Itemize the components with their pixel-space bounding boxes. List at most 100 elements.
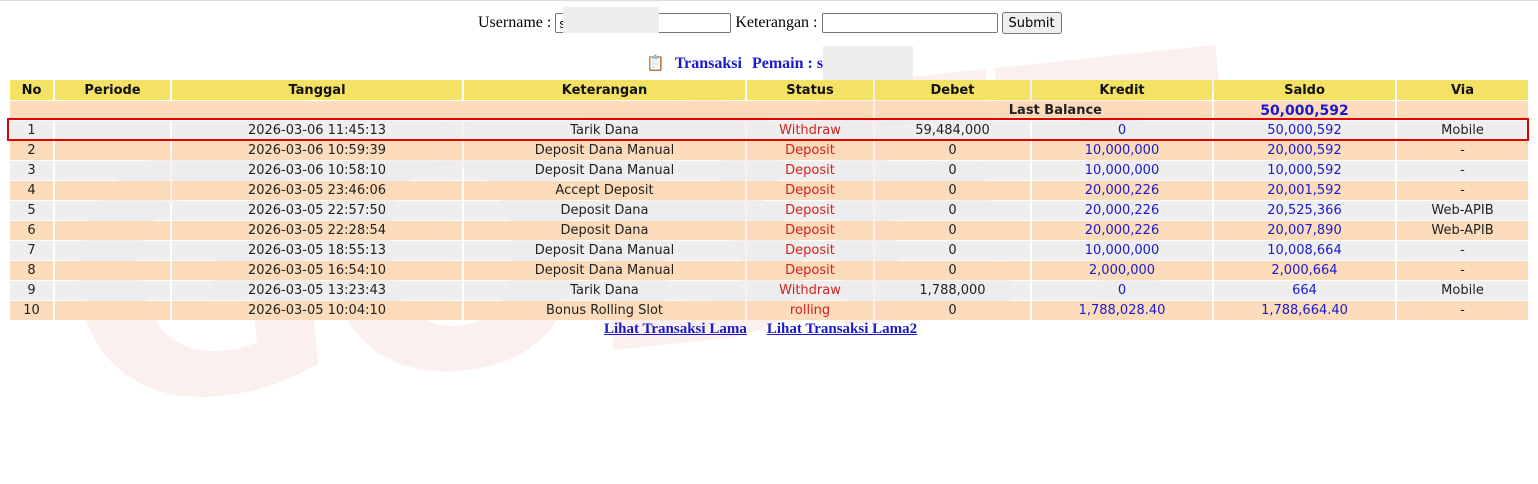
cell-debet: 0 [875,181,1030,200]
cell-saldo: 50,000,592 [1214,121,1395,140]
cell-tanggal: 2026-03-05 22:57:50 [172,201,462,220]
cell-periode [55,221,170,240]
column-header: Tanggal [172,80,462,100]
cell-via: Mobile [1397,281,1528,300]
cell-no: 5 [10,201,53,220]
cell-kredit: 1,788,028.40 [1032,301,1212,320]
table-row: 2 2026-03-06 10:59:39 Deposit Dana Manual D… [10,141,1528,160]
column-header: Kredit [1032,80,1212,100]
cell-tanggal: 2026-03-05 18:55:13 [172,241,462,260]
cell-periode [55,161,170,180]
table-row: 7 2026-03-05 18:55:13 Deposit Dana Manual D… [10,241,1528,260]
cell-debet: 0 [875,221,1030,240]
cell-status: Deposit [747,161,873,180]
cell-status: Deposit [747,241,873,260]
cell-via: - [1397,301,1528,320]
redacted-player [823,46,913,81]
cell-periode [55,141,170,160]
cell-no: 2 [10,141,53,160]
cell-keterangan: Deposit Dana [464,201,745,220]
cell-debet: 0 [875,141,1030,160]
last-balance-row: Last Balance 50,000,592 [10,101,1528,120]
cell-keterangan: Tarik Dana [464,121,745,140]
cell-no: 1 [10,121,53,140]
cell-periode [55,281,170,300]
submit-button[interactable]: Submit [1001,12,1062,34]
cell-keterangan: Deposit Dana [464,221,745,240]
clipboard-icon: 📋 [646,56,665,72]
cell-via: Web-APIB [1397,221,1528,240]
table-row: 6 2026-03-05 22:28:54 Deposit Dana Deposit 0… [10,221,1528,240]
table-row: 4 2026-03-05 23:46:06 Accept Deposit Deposi… [10,181,1528,200]
cell-tanggal: 2026-03-05 13:23:43 [172,281,462,300]
cell-kredit: 20,000,226 [1032,181,1212,200]
cell-kredit: 0 [1032,121,1212,140]
links: Lihat Transaksi Lama Lihat Transaksi Lam… [604,321,917,338]
cell-keterangan: Deposit Dana Manual [464,261,745,280]
cell-tanggal: 2026-03-05 22:28:54 [172,221,462,240]
cell-periode [55,201,170,220]
cell-kredit: 20,000,226 [1032,201,1212,220]
cell-via: - [1397,161,1528,180]
cell-saldo: 1,788,664.40 [1214,301,1395,320]
cell-no: 4 [10,181,53,200]
cell-via: - [1397,181,1528,200]
keterangan-input[interactable] [821,13,998,33]
cell-keterangan: Tarik Dana [464,281,745,300]
cell-debet: 0 [875,261,1030,280]
cell-keterangan: Deposit Dana Manual [464,241,745,260]
table-row: 10 2026-03-05 10:04:10 Bonus Rolling Slot r… [10,301,1528,320]
cell-kredit: 2,000,000 [1032,261,1212,280]
cell-tanggal: 2026-03-05 16:54:10 [172,261,462,280]
last-balance-value: 50,000,592 [1214,101,1395,120]
cell-saldo: 2,000,664 [1214,261,1395,280]
cell-no: 10 [10,301,53,320]
transaction-table: No Periode Tanggal Keterangan Status Debet Kre… [8,79,1530,321]
cell-via: Mobile [1397,121,1528,140]
column-header: Keterangan [464,80,745,100]
old-transactions-link-2[interactable]: Lihat Transaksi Lama2 [766,321,918,337]
cell-kredit: 20,000,226 [1032,221,1212,240]
cell-debet: 0 [875,201,1030,220]
column-header: Via [1397,80,1528,100]
table-row: 8 2026-03-05 16:54:10 Deposit Dana Manual D… [10,261,1528,280]
cell-tanggal: 2026-03-06 11:45:13 [172,121,462,140]
keterangan-label: Keterangan : [735,14,818,31]
column-header: Periode [55,80,170,100]
cell-periode [55,241,170,260]
column-header: Debet [875,80,1030,100]
cell-saldo: 20,001,592 [1214,181,1395,200]
cell-saldo: 20,007,890 [1214,221,1395,240]
cell-via: - [1397,241,1528,260]
cell-keterangan: Accept Deposit [464,181,745,200]
cell-status: Withdraw [747,281,873,300]
table-row: 1 2026-03-06 11:45:13 Tarik Dana Withdraw 59… [10,121,1528,140]
cell-status: rolling [747,301,873,320]
cell-no: 7 [10,241,53,260]
cell-status: Deposit [747,221,873,240]
cell-no: 9 [10,281,53,300]
cell-status: Deposit [747,201,873,220]
cell-debet: 59,484,000 [875,121,1030,140]
username-label: Username : [478,14,552,31]
cell-saldo: 10,008,664 [1214,241,1395,260]
page-title: 📋 Transaksi Pemain : sa [646,54,831,73]
cell-status: Deposit [747,261,873,280]
cell-debet: 0 [875,301,1030,320]
column-header: Saldo [1214,80,1395,100]
cell-status: Withdraw [747,121,873,140]
cell-tanggal: 2026-03-05 10:04:10 [172,301,462,320]
cell-status: Deposit [747,181,873,200]
cell-debet: 1,788,000 [875,281,1030,300]
column-header: Status [747,80,873,100]
cell-saldo: 20,000,592 [1214,141,1395,160]
cell-periode [55,121,170,140]
cell-saldo: 10,000,592 [1214,161,1395,180]
cell-kredit: 10,000,000 [1032,161,1212,180]
cell-keterangan: Deposit Dana Manual [464,161,745,180]
cell-saldo: 664 [1214,281,1395,300]
title-transaksi: Transaksi [674,54,742,72]
cell-tanggal: 2026-03-06 10:58:10 [172,161,462,180]
cell-debet: 0 [875,161,1030,180]
old-transactions-link[interactable]: Lihat Transaksi Lama [604,321,747,337]
